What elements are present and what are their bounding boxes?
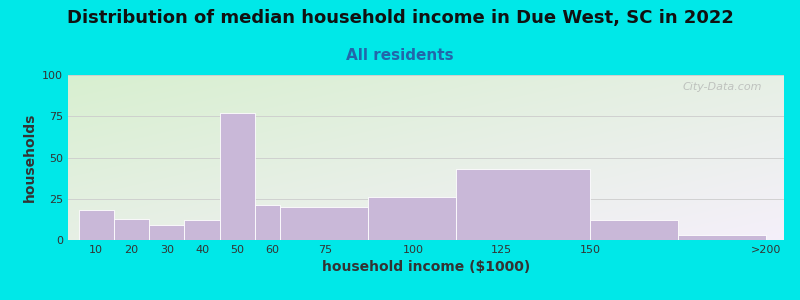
- Bar: [280, 207, 368, 240]
- Bar: [149, 225, 184, 240]
- Bar: [78, 210, 114, 240]
- Bar: [590, 220, 678, 240]
- X-axis label: household income ($1000): household income ($1000): [322, 260, 530, 274]
- Text: Distribution of median household income in Due West, SC in 2022: Distribution of median household income …: [66, 9, 734, 27]
- Bar: [255, 205, 280, 240]
- Bar: [184, 220, 220, 240]
- Bar: [368, 197, 456, 240]
- Text: All residents: All residents: [346, 48, 454, 63]
- Bar: [678, 235, 766, 240]
- Y-axis label: households: households: [22, 113, 37, 202]
- Text: City-Data.com: City-Data.com: [683, 82, 762, 92]
- Bar: [220, 113, 255, 240]
- Bar: [114, 218, 149, 240]
- Bar: [456, 169, 590, 240]
